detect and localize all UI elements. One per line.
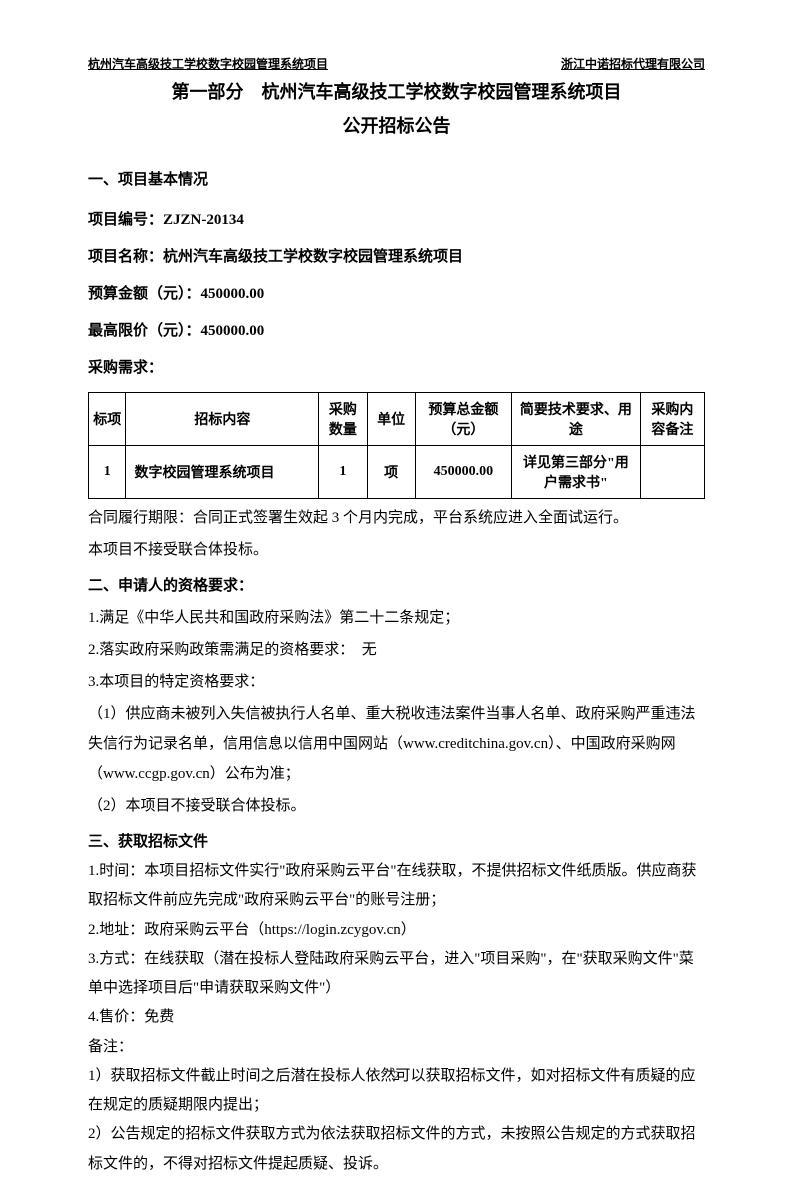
- title-main: 第一部分 杭州汽车高级技工学校数字校园管理系统项目: [88, 78, 705, 104]
- section2-heading: 二、申请人的资格要求：: [88, 571, 705, 601]
- th-remark: 采购内容备注: [640, 393, 704, 446]
- bid-table: 标项 招标内容 采购数量 单位 预算总金额（元） 简要技术要求、用途 采购内容备…: [88, 392, 705, 499]
- s2-sub2: （2）本项目不接受联合体投标。: [88, 791, 705, 821]
- demand-label: 采购需求：: [88, 355, 705, 382]
- th-unit: 单位: [367, 393, 415, 446]
- title-sub: 公开招标公告: [88, 112, 705, 138]
- project-number-label: 项目编号：: [88, 212, 163, 228]
- project-number: 项目编号：ZJZN-20134: [88, 207, 705, 234]
- s2-item2: 2.落实政府采购政策需满足的资格要求： 无: [88, 635, 705, 665]
- s3-item3: 3.方式：在线获取（潜在投标人登陆政府采购云平台，进入"项目采购"，在"获取采购…: [88, 945, 705, 1004]
- project-name-value: 杭州汽车高级技工学校数字校园管理系统项目: [163, 249, 463, 265]
- th-req: 简要技术要求、用途: [512, 393, 641, 446]
- table-header-row: 标项 招标内容 采购数量 单位 预算总金额（元） 简要技术要求、用途 采购内容备…: [89, 393, 705, 446]
- table-row: 1 数字校园管理系统项目 1 项 450000.00 详见第三部分"用户需求书": [89, 446, 705, 499]
- th-budget: 预算总金额（元）: [415, 393, 511, 446]
- budget-label: 预算金额（元）：: [88, 286, 201, 302]
- section1-heading: 一、项目基本情况: [88, 168, 705, 189]
- contract-period: 合同履行期限：合同正式签署生效起 3 个月内完成，平台系统应进入全面试运行。: [88, 503, 705, 533]
- header-left: 杭州汽车高级技工学校数字校园管理系统项目: [88, 55, 328, 72]
- th-qty: 采购数量: [319, 393, 367, 446]
- project-name-label: 项目名称：: [88, 249, 163, 265]
- s2-sub1: （1）供应商未被列入失信被执行人名单、重大税收违法案件当事人名单、政府采购严重违…: [88, 699, 705, 789]
- td-req: 详见第三部分"用户需求书": [512, 446, 641, 499]
- td-budget: 450000.00: [415, 446, 511, 499]
- td-idx: 1: [89, 446, 126, 499]
- s3-item2: 2.地址：政府采购云平台（https://login.zcygov.cn）: [88, 916, 705, 945]
- page-header: 杭州汽车高级技工学校数字校园管理系统项目 浙江中诺招标代理有限公司: [88, 55, 705, 72]
- td-unit: 项: [367, 446, 415, 499]
- max-price-label: 最高限价（元）：: [88, 323, 201, 339]
- max-price: 最高限价（元）：450000.00: [88, 318, 705, 345]
- header-right: 浙江中诺招标代理有限公司: [561, 55, 705, 72]
- max-price-value: 450000.00: [201, 323, 265, 339]
- th-idx: 标项: [89, 393, 126, 446]
- td-content: 数字校园管理系统项目: [126, 446, 319, 499]
- no-consortium: 本项目不接受联合体投标。: [88, 535, 705, 565]
- s3-item1: 1.时间：本项目招标文件实行"政府采购云平台"在线获取，不提供招标文件纸质版。供…: [88, 857, 705, 916]
- s3-remark2: 2）公告规定的招标文件获取方式为依法获取招标文件的方式，未按照公告规定的方式获取…: [88, 1120, 705, 1179]
- td-remark: [640, 446, 704, 499]
- budget-value: 450000.00: [201, 286, 265, 302]
- s3-remark-label: 备注：: [88, 1033, 705, 1062]
- td-qty: 1: [319, 446, 367, 499]
- th-content: 招标内容: [126, 393, 319, 446]
- s3-item4: 4.售价：免费: [88, 1003, 705, 1032]
- s2-item3: 3.本项目的特定资格要求：: [88, 667, 705, 697]
- project-number-value: ZJZN-20134: [163, 212, 244, 228]
- budget: 预算金额（元）：450000.00: [88, 281, 705, 308]
- page-number: 2: [0, 1068, 793, 1084]
- s2-item1: 1.满足《中华人民共和国政府采购法》第二十二条规定；: [88, 603, 705, 633]
- project-name: 项目名称：杭州汽车高级技工学校数字校园管理系统项目: [88, 244, 705, 271]
- section3-heading: 三、获取招标文件: [88, 827, 705, 857]
